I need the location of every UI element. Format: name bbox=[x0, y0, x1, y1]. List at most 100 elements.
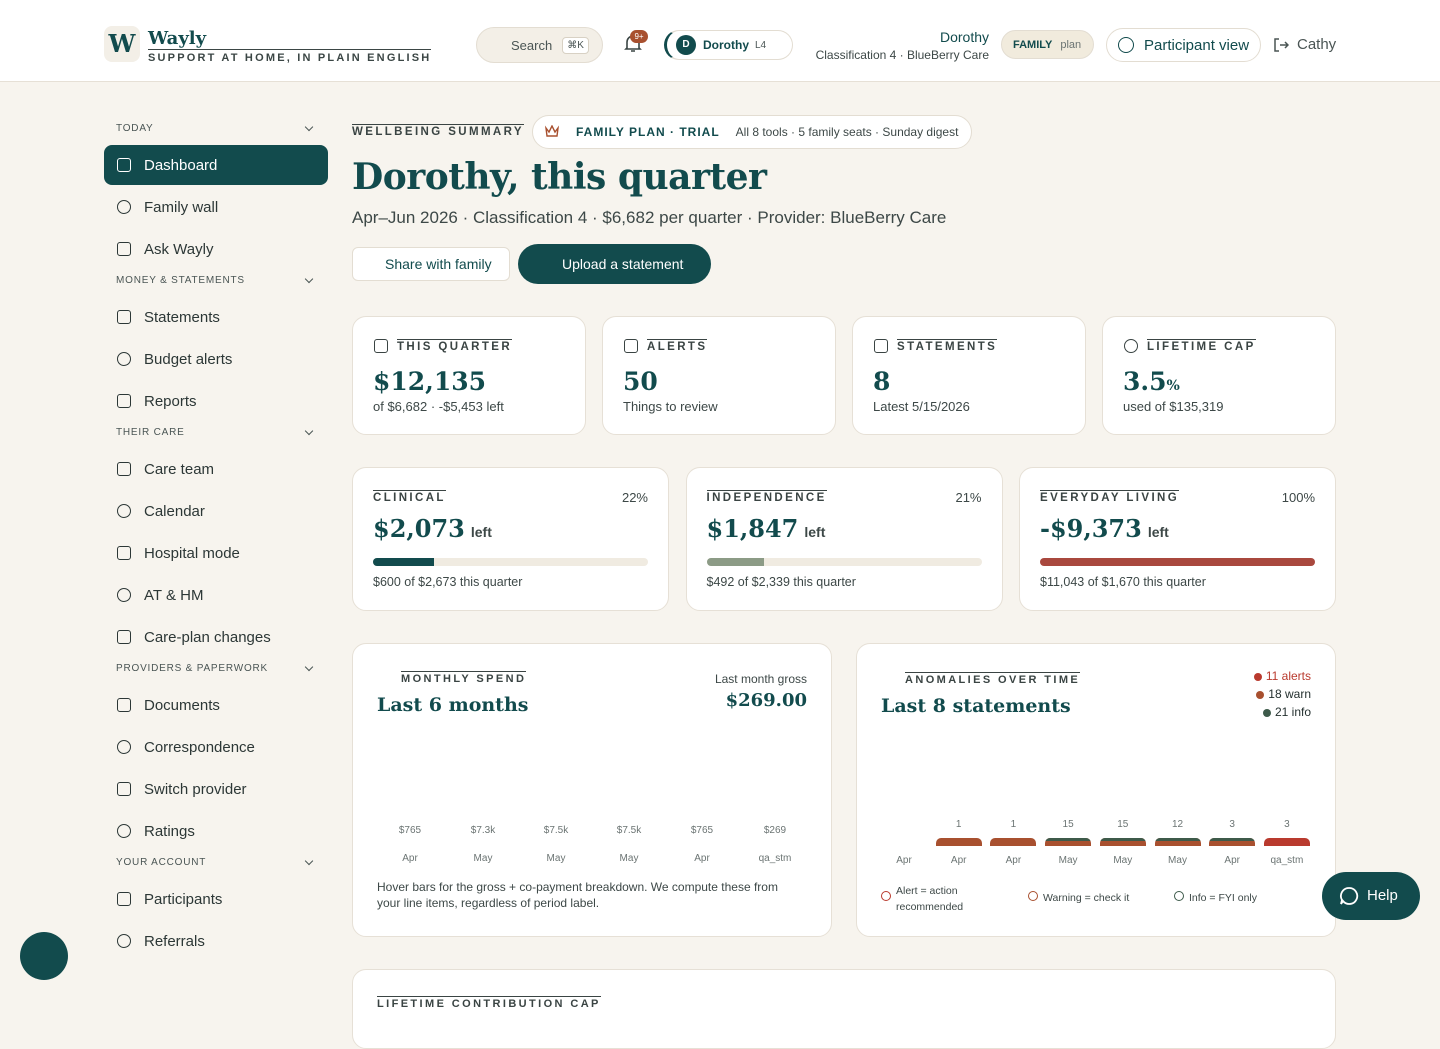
nav-item[interactable]: Care-plan changes bbox=[104, 617, 328, 657]
bar-month: May bbox=[1113, 855, 1133, 866]
nav-item[interactable]: Correspondence bbox=[104, 727, 328, 767]
legend-dot bbox=[1254, 673, 1262, 681]
plan-pill[interactable]: FAMILY plan bbox=[1001, 30, 1094, 59]
person-name: Dorothy bbox=[939, 29, 989, 45]
nav-label: Calendar bbox=[144, 502, 205, 520]
brand-name: Wayly bbox=[148, 28, 207, 49]
nav-icon bbox=[117, 892, 131, 906]
user[interactable]: Cathy bbox=[1297, 36, 1337, 53]
bar-month: May bbox=[546, 853, 566, 864]
bar-label: $269 bbox=[763, 825, 787, 836]
search[interactable]: Search ⌘K bbox=[476, 27, 603, 63]
bar-label: $765 bbox=[398, 825, 422, 836]
nav-icon bbox=[117, 394, 131, 408]
bar-month: Apr bbox=[1005, 855, 1022, 866]
nav-icon bbox=[117, 824, 131, 838]
bar-month: qa_stm bbox=[758, 853, 792, 864]
anomaly-bar bbox=[1209, 838, 1256, 846]
stat-value: 3.5% bbox=[1123, 367, 1180, 396]
progress-fill bbox=[1040, 558, 1315, 566]
nav-label: Referrals bbox=[144, 932, 205, 950]
nav-item[interactable]: Family wall bbox=[104, 187, 328, 227]
nav-item[interactable]: Switch provider bbox=[104, 769, 328, 809]
nav-item[interactable]: Statements bbox=[104, 297, 328, 337]
budget-pct: 21% bbox=[955, 490, 982, 505]
bar-month: Apr bbox=[950, 855, 967, 866]
budget-pct: 22% bbox=[621, 490, 648, 505]
nav-icon bbox=[117, 158, 131, 172]
count-label: 15 bbox=[1062, 819, 1074, 830]
search-label: Search bbox=[511, 37, 553, 53]
nav-item[interactable]: Care team bbox=[104, 449, 328, 489]
stat-icon bbox=[624, 339, 638, 353]
nav-item[interactable]: Reports bbox=[104, 381, 328, 421]
nav-item[interactable]: Participants bbox=[104, 879, 328, 919]
budget-note: $600 of $2,673 this quarter bbox=[373, 575, 523, 589]
legend-item: 11 alerts bbox=[1265, 669, 1311, 683]
nav-item[interactable]: Calendar bbox=[104, 491, 328, 531]
help-label: Help bbox=[1367, 887, 1398, 904]
nav-icon bbox=[117, 310, 131, 324]
badge: 9+ bbox=[630, 30, 648, 43]
participant-name: Dorothy bbox=[703, 38, 749, 52]
accessibility-button[interactable] bbox=[20, 932, 68, 980]
help-button[interactable]: Help bbox=[1322, 872, 1420, 920]
eyebrow: MONTHLY SPEND bbox=[401, 671, 527, 685]
nav-label: Care team bbox=[144, 460, 215, 478]
nav-item[interactable]: Hospital mode bbox=[104, 533, 328, 573]
nav-label: Hospital mode bbox=[144, 544, 240, 562]
bar-month: Apr bbox=[694, 853, 710, 864]
trial-detail: All 8 tools · 5 family seats · Sunday di… bbox=[735, 125, 959, 139]
stat-icon bbox=[1124, 339, 1138, 353]
legend-dot bbox=[1263, 709, 1271, 717]
key-icon bbox=[1028, 891, 1038, 901]
bar-month: May bbox=[1168, 855, 1187, 866]
count-label: 12 bbox=[1171, 819, 1184, 830]
nav-item[interactable]: Documents bbox=[104, 685, 328, 725]
legend-item: 18 warn bbox=[1268, 687, 1311, 701]
chevron bbox=[304, 426, 314, 436]
trial-pill[interactable]: FAMILY PLAN · TRIAL All 8 tools · 5 famil… bbox=[532, 115, 972, 149]
nav-icon bbox=[117, 352, 131, 366]
count-label: 15 bbox=[1117, 819, 1129, 830]
topbar: W Wayly SUPPORT AT HOME, IN PLAIN ENGLIS… bbox=[0, 0, 1440, 82]
bar-month: May bbox=[1058, 855, 1078, 866]
count-label: 1 bbox=[1010, 819, 1017, 830]
chevron bbox=[304, 662, 314, 672]
stat-value: 50 bbox=[623, 367, 658, 396]
budget-value: $1,847 left bbox=[706, 514, 826, 543]
anomaly-bar bbox=[1154, 838, 1201, 846]
nav-label: Family wall bbox=[144, 198, 219, 216]
avatar: D bbox=[676, 35, 696, 55]
nav-icon bbox=[117, 698, 131, 712]
nav-item[interactable]: Dashboard bbox=[104, 145, 328, 185]
bar-label: $7.5k bbox=[543, 825, 569, 836]
upload-button[interactable]: Upload a statement bbox=[518, 244, 711, 284]
budget-card: CLINICAL 22% $2,073 left $600 of $2,673 this… bbox=[352, 467, 669, 611]
nav-item[interactable]: Ask Wayly bbox=[104, 229, 328, 269]
stat-card: ALERTS 50 Things to review bbox=[602, 316, 836, 435]
nav-icon bbox=[117, 462, 131, 476]
section-heading: TODAY bbox=[116, 123, 154, 134]
nav-item[interactable]: Referrals bbox=[104, 921, 328, 961]
stat-card: LIFETIME CAP 3.5% used of $135,319 bbox=[1102, 316, 1336, 435]
share-button[interactable]: Share with family bbox=[352, 247, 510, 281]
anomaly-bar bbox=[1263, 838, 1310, 846]
nav-item[interactable]: Ratings bbox=[104, 811, 328, 851]
budget-note: $492 of $2,339 this quarter bbox=[706, 575, 856, 589]
shortcut: ⌘K bbox=[562, 36, 589, 54]
budget-note: $11,043 of $1,670 this quarter bbox=[1040, 575, 1206, 589]
stat-value: $12,135 bbox=[373, 367, 487, 396]
nav-label: Correspondence bbox=[144, 738, 255, 756]
participant-switch[interactable]: D Dorothy L4 bbox=[664, 30, 793, 60]
trial-label: FAMILY PLAN · TRIAL bbox=[576, 125, 720, 139]
chart-title: Last 6 months bbox=[377, 694, 529, 716]
logo[interactable]: W bbox=[104, 26, 140, 62]
count-label: 1 bbox=[955, 819, 962, 830]
progress-fill bbox=[706, 558, 765, 566]
eyebrow: LIFETIME CONTRIBUTION CAP bbox=[377, 996, 601, 1010]
chevron bbox=[304, 856, 314, 866]
nav-item[interactable]: Budget alerts bbox=[104, 339, 328, 379]
nav-icon bbox=[117, 588, 131, 602]
nav-item[interactable]: AT & HM bbox=[104, 575, 328, 615]
